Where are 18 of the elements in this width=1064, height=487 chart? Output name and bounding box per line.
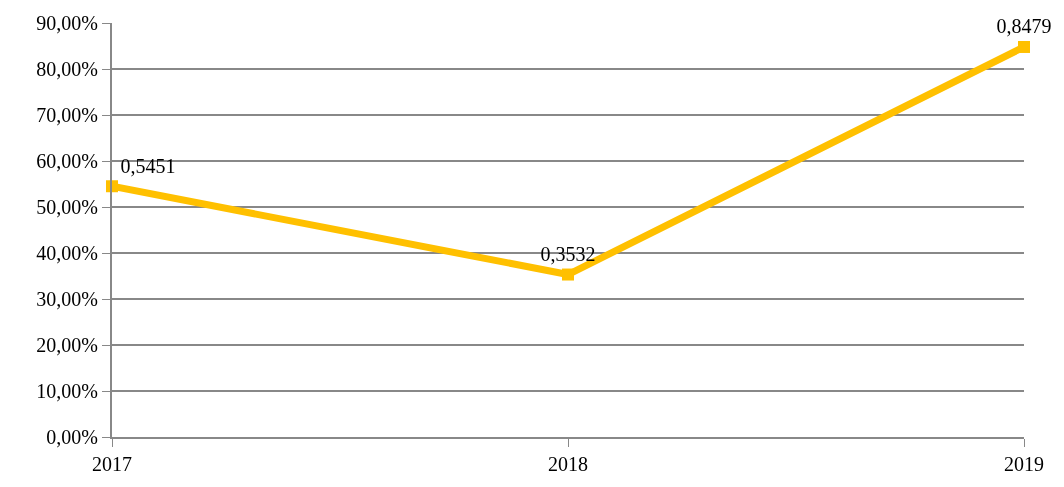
data-label: 0,8479: [996, 15, 1052, 38]
data-label: 0,5451: [120, 154, 176, 177]
y-tick-label: 0,00%: [46, 426, 98, 448]
point: [562, 268, 574, 281]
y-tick-label: 60,00%: [36, 150, 98, 172]
y-tick-label: 40,00%: [36, 242, 98, 264]
point: [1018, 40, 1030, 53]
y-tick-label: 30,00%: [36, 288, 98, 310]
y-tick-label: 50,00%: [36, 196, 98, 218]
y-tick-label: 10,00%: [36, 380, 98, 402]
y-tick-label: 80,00%: [36, 58, 98, 80]
x-tick-label: 2017: [92, 453, 132, 475]
x-tick-label: 2018: [548, 453, 588, 475]
y-tick-label: 90,00%: [36, 12, 98, 34]
data-label: 0,3532: [540, 243, 596, 266]
y-tick-label: 70,00%: [36, 104, 98, 126]
x-tick-label: 2019: [1004, 453, 1044, 475]
y-tick-label: 20,00%: [36, 334, 98, 356]
